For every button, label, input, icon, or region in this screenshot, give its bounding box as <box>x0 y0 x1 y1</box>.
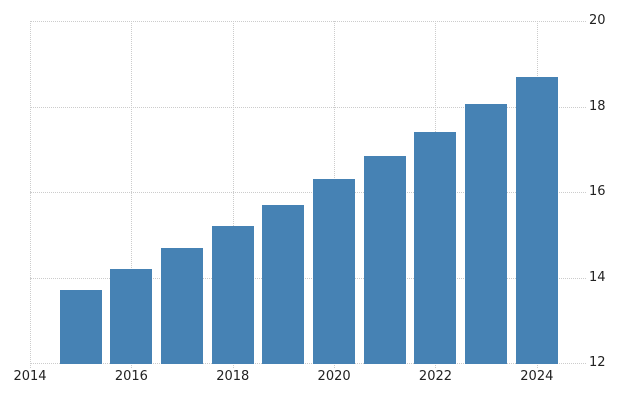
y-axis-tick-label-14: 14 <box>589 269 606 285</box>
x-gridline-2018 <box>232 21 234 368</box>
bar-2015[interactable] <box>59 290 102 364</box>
bar-2022[interactable] <box>414 132 457 364</box>
x-gridline-2014 <box>30 21 31 368</box>
bar-2017[interactable] <box>161 247 204 364</box>
y-gridline-20 <box>30 21 586 22</box>
bar-2021[interactable] <box>363 155 406 364</box>
x-axis-tick-label-2014: 2014 <box>13 369 47 384</box>
bar-2024[interactable] <box>515 76 558 364</box>
x-axis-tick-label-2022: 2022 <box>418 369 453 384</box>
x-axis-tick-label-2020: 2020 <box>317 369 351 384</box>
y-gridline-16 <box>30 192 586 193</box>
x-axis-tick-label-2024: 2024 <box>520 369 554 384</box>
bar-2016[interactable] <box>110 268 153 364</box>
x-gridline-2016 <box>131 21 133 368</box>
x-axis-tick-label-2016: 2016 <box>114 369 148 384</box>
x-axis-tick-label-2018: 2018 <box>216 369 250 384</box>
bar-2020[interactable] <box>313 179 356 364</box>
y-gridline-12 <box>30 363 586 364</box>
y-axis-tick-label-16: 16 <box>589 184 606 199</box>
y-gridline-18 <box>30 106 586 108</box>
y-axis-tick-label-20: 20 <box>589 13 606 28</box>
bar-2019[interactable] <box>262 204 305 364</box>
y-gridline-14 <box>30 277 586 279</box>
bar-2018[interactable] <box>211 226 254 364</box>
y-axis-tick-label-12: 12 <box>589 355 606 370</box>
y-axis-tick-label-18: 18 <box>589 98 606 114</box>
bar-2023[interactable] <box>465 104 508 364</box>
